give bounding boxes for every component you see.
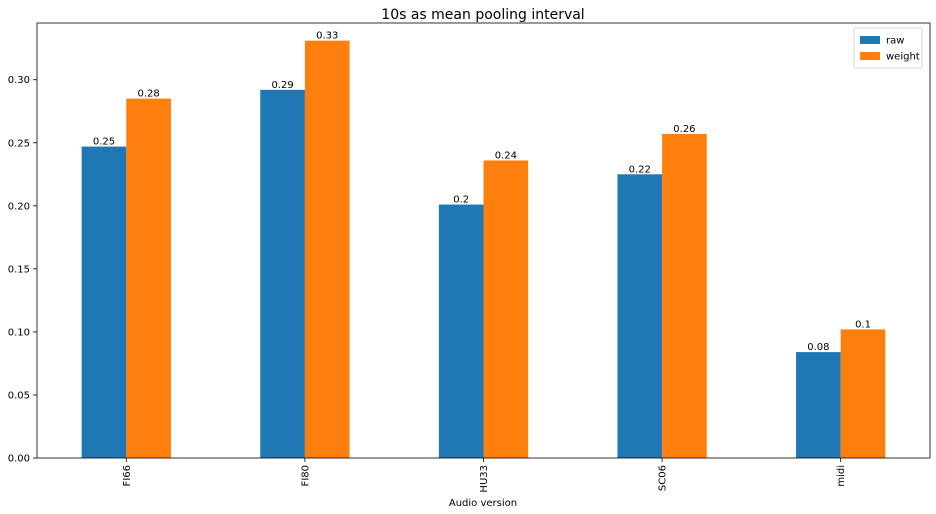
bar-weight-HU33: [483, 160, 529, 458]
bar-raw-FI66: [81, 146, 127, 458]
data-label: 0.26: [673, 124, 695, 135]
x-tick-label: HU33: [479, 465, 490, 493]
x-axis-label: Audio version: [449, 498, 517, 509]
x-tick-label: SC06: [658, 465, 669, 491]
legend-swatch-weight: [860, 52, 880, 60]
data-label: 0.08: [807, 342, 829, 353]
x-tick-label: FI66: [122, 465, 133, 486]
legend-swatch-raw: [860, 36, 880, 44]
plot-frame: [36, 22, 931, 459]
legend-label-raw: raw: [886, 36, 904, 47]
data-labels-group: 0.25 0.28 0.29 0.33 0.2 0.24 0.22 0.26 0.08 0.1: [93, 31, 871, 353]
x-tick-label: FI80: [300, 465, 311, 486]
chart-title: 10s as mean pooling interval: [381, 7, 584, 23]
data-label: 0.2: [453, 195, 469, 206]
data-label: 0.33: [316, 31, 338, 42]
legend: raw weight: [853, 27, 923, 69]
bars-group: [81, 40, 886, 459]
x-axis: FI66 FI80 HU33 SC06 midi: [122, 458, 847, 493]
data-label: 0.22: [629, 164, 651, 175]
bar-weight-FI80: [304, 40, 350, 459]
bar-weight-midi: [840, 329, 886, 458]
bar-weight-FI66: [126, 98, 171, 459]
data-label: 0.28: [137, 89, 159, 100]
bar-raw-SC06: [617, 174, 663, 458]
data-label: 0.25: [93, 137, 115, 148]
x-tick-label: midi: [836, 465, 847, 487]
y-tick-label: 0.10: [8, 327, 30, 338]
bar-raw-FI80: [260, 89, 305, 459]
y-tick-label: 0.00: [8, 454, 30, 465]
bar-raw-midi: [796, 352, 841, 458]
y-tick-label: 0.05: [8, 390, 30, 401]
bar-weight-SC06: [662, 133, 707, 458]
bar-raw-HU33: [438, 204, 484, 458]
y-tick-label: 0.15: [8, 264, 30, 275]
data-label: 0.29: [271, 80, 293, 91]
y-tick-label: 0.25: [8, 138, 30, 149]
y-tick-label: 0.20: [8, 201, 30, 212]
y-axis: 0.00 0.05 0.10 0.15 0.20 0.25 0.30: [8, 75, 37, 465]
legend-label-weight: weight: [886, 52, 920, 63]
y-tick-label: 0.30: [8, 75, 30, 86]
data-label: 0.1: [855, 319, 871, 330]
data-label: 0.24: [495, 150, 517, 161]
